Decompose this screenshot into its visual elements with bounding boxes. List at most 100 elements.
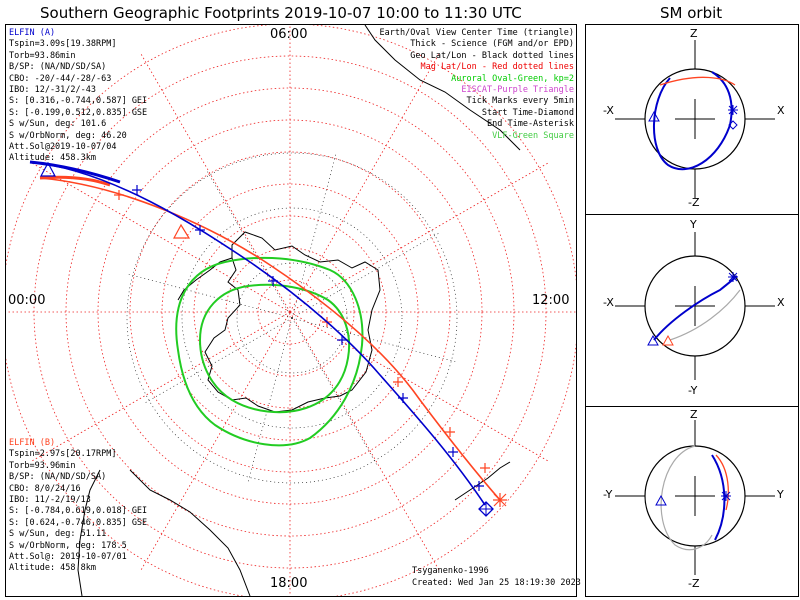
elfin-a-view-triangle <box>39 161 57 177</box>
panel3-axis-right: Y <box>777 488 784 501</box>
elfin-b-line: Att.Sol@: 2019-10-07/01 <box>9 552 127 563</box>
elfin-a-line: Tspin=3.09s[19.38RPM] <box>9 39 117 50</box>
orbit-panel-xy-frame <box>585 214 799 407</box>
mag-lon-line <box>289 311 551 463</box>
center-cross <box>675 99 715 139</box>
orbit-panel-yz <box>615 420 775 575</box>
panel2-axis-top: Y <box>690 218 697 231</box>
view-triangle <box>648 110 660 122</box>
polar-map <box>6 25 576 596</box>
elfin-b-line: CBO: 8/0/24/16 <box>9 483 81 494</box>
elfin-b-line: IBO: 11/-2/19/13 <box>9 495 91 506</box>
center-cross <box>675 286 715 326</box>
panel3-axis-bottom: -Z <box>688 577 700 590</box>
geo-lon-line <box>127 273 293 319</box>
map-title: Southern Geographic Footprints 2019-10-0… <box>40 4 522 22</box>
created-timestamp: Created: Wed Jan 25 18:19:30 2023 <box>412 578 581 588</box>
elfin-b-view-triangle <box>172 223 191 239</box>
elfin-b-line: S w/OrbNorm, deg: 178.5 <box>9 540 127 551</box>
elfin-a-line: CBO: -20/-44/-28/-63 <box>9 73 112 84</box>
geo-lon-line <box>291 232 440 319</box>
elfin-a-line: S w/OrbNorm, deg: 46.20 <box>9 130 127 141</box>
elfin-a-track-thick <box>29 160 121 184</box>
end-asterisk <box>728 272 738 282</box>
panel1-axis-bottom: -Z <box>688 196 700 209</box>
orbit-track-a <box>711 454 726 541</box>
view-triangle <box>655 494 667 506</box>
elfin-b-track-thick <box>39 175 111 187</box>
panel2-axis-right: X <box>777 296 785 309</box>
elfin-b-line: S w/Sun, deg: 51.11 <box>9 529 107 540</box>
start-diamond <box>728 120 738 130</box>
elfin-b-line: B/SP: (NA/ND/SD/SA) <box>9 472 107 483</box>
south-america-coastline <box>129 469 251 596</box>
legend-item: EISCAT-Purple Triangle <box>461 85 574 96</box>
orbit-track-b <box>659 76 736 86</box>
elfin-a-line: Altitude: 458.3km <box>9 153 96 164</box>
elfin-a-line: S w/Sun, deg: 101.6 <box>9 119 107 130</box>
geo-lon-line <box>291 153 337 319</box>
center-cross <box>675 476 715 516</box>
elfin-b-line: S: [-0.784,0.619,0.018] GEI <box>9 506 148 517</box>
geo-lon-line <box>291 317 378 466</box>
elfin-a-line: IBO: 12/-31/2/-43 <box>9 85 96 96</box>
legend-item: Start Time-Diamond <box>481 107 574 118</box>
geo-lon-line <box>206 170 293 319</box>
panel1-axis-left: -X <box>603 104 614 117</box>
auroral-oval-inner <box>198 283 351 414</box>
elfin-a-tick-marks <box>132 185 484 491</box>
antarctica-coastline <box>204 231 381 413</box>
elfin-b-name: ELFIN (B) <box>9 438 56 448</box>
panel1-axis-right: X <box>777 104 785 117</box>
elfin-b-tick-marks <box>114 190 490 473</box>
africa-coastline <box>77 469 101 596</box>
model-credit: Tsyganenko-1996 <box>412 566 489 576</box>
panel3-axis-left: -Y <box>603 488 613 501</box>
view-triangle-b <box>662 334 674 346</box>
legend-item: Thick - Science (FGM and/or EPD) <box>410 39 574 50</box>
orbit-panel-yz-frame <box>585 406 799 597</box>
geo-lat-circle <box>181 207 403 429</box>
end-asterisk <box>721 491 731 501</box>
legend-item: Earth/Oval View Center Time (triangle) <box>379 28 574 38</box>
orbit-track-b-gray <box>669 289 741 341</box>
orbit-panel-xz <box>615 40 775 198</box>
elfin-a-line: B/SP: (NA/ND/SD/SA) <box>9 62 107 73</box>
legend-item: VLF-Green Square <box>492 130 574 141</box>
orbit-panel-xy <box>615 232 775 380</box>
geo-lon-line <box>144 317 293 404</box>
panel3-axis-top: Z <box>690 408 698 421</box>
orbit-track-a <box>652 71 733 171</box>
mag-lon-line <box>29 161 291 313</box>
mag-lon-line <box>289 311 441 573</box>
elfin-b-track <box>39 177 501 501</box>
mag-lon-line <box>139 311 291 573</box>
panel1-axis-top: Z <box>690 27 698 40</box>
legend-item: Tick Marks every 5min <box>466 96 574 107</box>
elfin-a-track <box>29 161 486 506</box>
peninsula-coastline <box>177 257 233 301</box>
legend-item: Auroral Oval-Green, kp=2 <box>451 73 574 84</box>
geo-lat-lon-lines <box>126 152 458 484</box>
auroral-oval-outer <box>175 256 364 447</box>
elfin-b-end-asterisk <box>493 493 507 507</box>
elfin-b-line: Altitude: 458.8km <box>9 563 96 574</box>
map-frame <box>5 24 577 597</box>
elfin-a-info: ELFIN (A) Tspin=3.09s[19.38RPM] Torb=93.… <box>9 28 147 165</box>
geo-lat-circle <box>126 152 458 484</box>
elfin-a-footprint <box>29 160 494 517</box>
axis-ticks <box>615 420 775 575</box>
hour-label-bottom: 18:00 <box>270 576 308 591</box>
orbit-track-b <box>715 454 729 511</box>
legend: Earth/Oval View Center Time (triangle) T… <box>380 28 574 142</box>
elfin-b-line: S: [0.624,-0.746,0.835] GSE <box>9 517 148 528</box>
elfin-b-line: Torb=93.96min <box>9 460 76 471</box>
mag-lon-line <box>289 161 551 313</box>
orbit-title: SM orbit <box>660 4 723 22</box>
orbit-gray <box>660 445 713 551</box>
elfin-b-footprint <box>39 175 507 507</box>
view-triangle <box>647 334 659 346</box>
geo-lon-line <box>247 317 293 483</box>
australia-coastline <box>364 25 521 151</box>
